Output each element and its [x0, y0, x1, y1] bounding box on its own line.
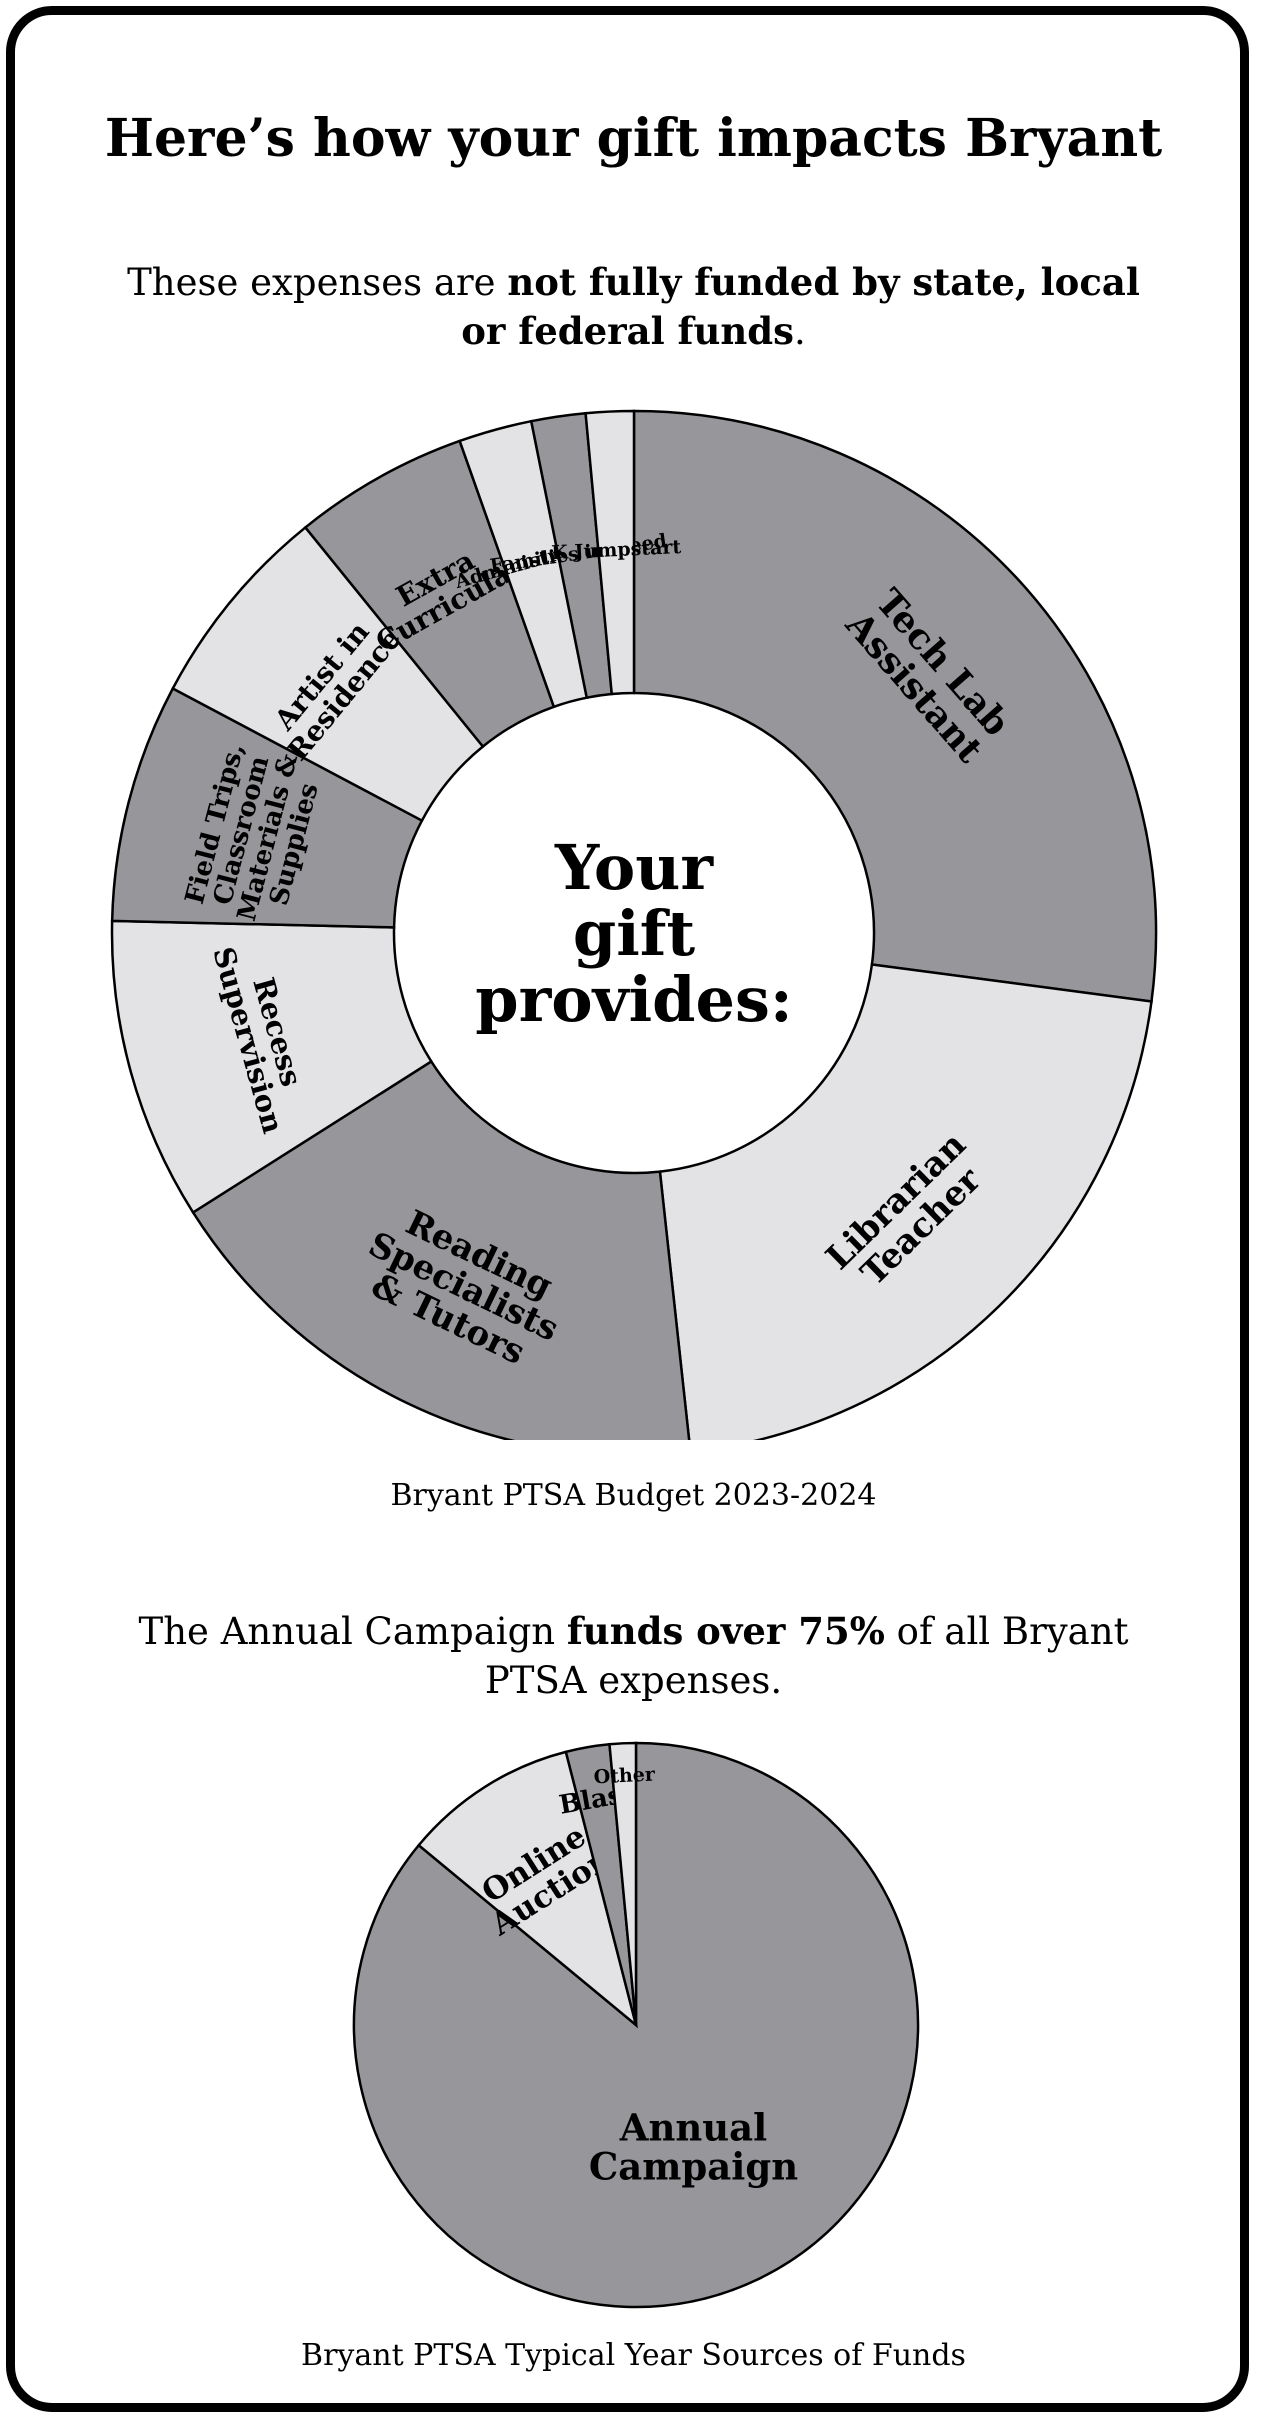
slice-annual-campaign: [352, 1741, 920, 2309]
donut-center-text: gift: [573, 897, 696, 970]
slice-online-auction: [416, 1750, 639, 2029]
budget-donut-chart: Tech LabAssistantLibrarianTeacherReading…: [110, 409, 1158, 1440]
sources-caption: Bryant PTSA Typical Year Sources of Fund…: [301, 2338, 966, 2373]
slice-label-other: Other: [593, 1763, 656, 1788]
slice-label-line: Campaign: [589, 2145, 798, 2189]
slice-other: [608, 1741, 638, 2026]
budget-caption: Bryant PTSA Budget 2023-2024: [390, 1478, 877, 1513]
intro-post: .: [793, 310, 806, 353]
donut-center-text: provides:: [475, 963, 793, 1036]
intro-text: These expenses are not fully funded by s…: [100, 258, 1167, 356]
slice-reading-specialists-and-tutors: [191, 1059, 691, 1440]
slice-label-line: Annual: [619, 2106, 767, 2150]
slice-k-jumpstart: [584, 409, 636, 696]
donut-center-text: Your: [554, 831, 714, 904]
campaign-text: The Annual Campaign funds over 75% of al…: [100, 1607, 1167, 1705]
intro-bold: not fully funded by state, local or fede…: [461, 260, 1140, 353]
slice-recess-supervision: [110, 919, 434, 1215]
campaign-pre: The Annual Campaign: [138, 1610, 567, 1653]
page-title: Here’s how your gift impacts Bryant: [104, 108, 1163, 169]
campaign-post: of all Bryant PTSA expenses.: [484, 1610, 1129, 1702]
intro-pre: These expenses are: [127, 261, 508, 304]
campaign-bold: funds over 75%: [566, 1609, 885, 1653]
slice-label-line: Other: [593, 1763, 656, 1788]
slice-tech-lab-assistant: [632, 409, 1158, 1003]
slice-librarian-teacher: [658, 963, 1153, 1440]
